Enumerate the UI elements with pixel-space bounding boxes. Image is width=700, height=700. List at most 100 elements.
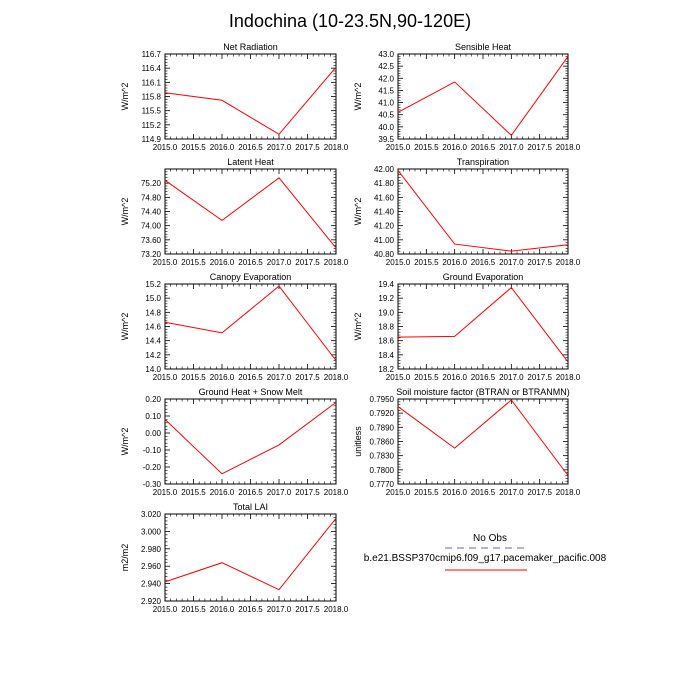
x-tick-label: 2016.0: [210, 143, 235, 152]
panel-title: Net Radiation: [223, 42, 278, 52]
x-tick-label: 2018.0: [324, 488, 349, 497]
panel-9: Total LAI m2/m2 2015.0 2015.5 2016.0 2016.5 20…: [120, 502, 349, 614]
y-tick-label: 3.000: [141, 527, 162, 536]
x-tick-label: 2015.0: [386, 488, 411, 497]
x-tick-label: 2016.5: [238, 143, 263, 152]
x-tick-label: 2017.0: [267, 488, 292, 497]
x-tick-label: 2016.0: [210, 605, 235, 614]
x-tick-label: 2015.5: [414, 488, 439, 497]
legend-model-label: b.e21.BSSP370cmip6.f09_g17.pacemaker_pac…: [364, 553, 607, 564]
y-tick-label: 42.5: [378, 62, 394, 71]
y-tick-label: 75.20: [141, 179, 162, 188]
x-tick-label: 2017.0: [267, 373, 292, 382]
legend-obs-label: No Obs: [473, 533, 507, 544]
y-tick-label: 41.20: [374, 222, 395, 231]
x-tick-label: 2018.0: [556, 373, 581, 382]
x-tick-label: 2016.0: [442, 143, 467, 152]
y-tick-label: 0.10: [145, 412, 161, 421]
y-tick-label: 2.940: [141, 580, 162, 589]
legend: No Obs b.e21.BSSP370cmip6.f09_g17.pacema…: [364, 533, 607, 571]
x-tick-label: 2015.5: [181, 143, 206, 152]
x-tick-label: 2018.0: [324, 605, 349, 614]
y-tick-label: 43.0: [378, 50, 394, 59]
y-tick-label: 40.5: [378, 111, 394, 120]
series-line: [164, 66, 337, 135]
x-tick-label: 2018.0: [324, 258, 349, 267]
y-tick-label: 41.00: [374, 236, 395, 245]
x-tick-label: 2015.0: [153, 143, 178, 152]
x-tick-label: 2017.5: [295, 373, 320, 382]
x-tick-label: 2015.0: [153, 488, 178, 497]
series-line: [164, 518, 337, 591]
panel-title: Sensible Heat: [455, 42, 512, 52]
x-tick-label: 2016.0: [210, 373, 235, 382]
y-tick-label: 19.4: [378, 280, 394, 289]
x-tick-label: 2017.0: [499, 373, 524, 382]
y-tick-label: 42.00: [374, 165, 395, 174]
x-tick-label: 2017.5: [527, 143, 552, 152]
y-tick-label: 18.6: [378, 337, 394, 346]
panel-title: Latent Heat: [227, 157, 274, 167]
y-tick-label: 2.920: [141, 597, 162, 606]
series-line: [397, 399, 569, 476]
x-tick-label: 2017.0: [267, 258, 292, 267]
x-tick-label: 2015.5: [414, 373, 439, 382]
x-tick-label: 2016.0: [442, 373, 467, 382]
x-tick-label: 2017.0: [499, 143, 524, 152]
x-tick-label: 2017.5: [295, 488, 320, 497]
x-tick-label: 2015.0: [386, 143, 411, 152]
y-tick-label: 0.7860: [370, 438, 395, 447]
y-tick-label: 116.4: [142, 64, 162, 73]
x-tick-label: 2015.5: [414, 143, 439, 152]
y-tick-label: 2.980: [141, 545, 162, 554]
panel-7: Ground Heat + Snow Melt W/m^2 2015.0 2015.5…: [120, 387, 349, 497]
x-tick-label: 2016.0: [210, 258, 235, 267]
x-tick-label: 2016.5: [238, 488, 263, 497]
x-tick-label: 2015.5: [181, 605, 206, 614]
y-tick-label: 41.60: [374, 193, 395, 202]
series-line: [164, 177, 337, 249]
panel-frame: [164, 168, 337, 255]
y-tick-label: 73.60: [141, 236, 162, 245]
x-tick-label: 2017.0: [267, 143, 292, 152]
x-tick-label: 2015.0: [386, 258, 411, 267]
x-tick-label: 2015.5: [181, 258, 206, 267]
y-tick-label: 74.40: [141, 208, 162, 217]
y-axis-label: W/m^2: [120, 83, 130, 111]
y-axis-label: unitless: [353, 426, 363, 457]
panel-frame: [397, 53, 569, 140]
x-tick-label: 2016.5: [471, 373, 496, 382]
y-tick-label: 73.20: [141, 250, 162, 259]
figure-title: Indochina (10-23.5N,90-120E): [229, 11, 471, 31]
x-tick-label: 2015.0: [153, 605, 178, 614]
series-line: [397, 56, 569, 137]
x-tick-label: 2017.5: [295, 258, 320, 267]
y-axis-label: W/m^2: [120, 198, 130, 226]
y-tick-label: -0.20: [143, 463, 162, 472]
y-tick-label: 14.0: [145, 365, 161, 374]
y-tick-label: 0.7770: [370, 480, 395, 489]
y-tick-label: 115.5: [142, 107, 162, 116]
y-tick-label: 40.80: [374, 250, 395, 259]
panel-frame: [164, 513, 337, 602]
y-tick-label: 39.5: [378, 135, 394, 144]
y-tick-label: 74.80: [141, 193, 162, 202]
y-tick-label: 15.0: [145, 294, 161, 303]
y-axis-label: W/m^2: [120, 313, 130, 341]
panel-4: Transpiration W/m^2 2015.0 2015.5 2016.0 2016…: [353, 157, 581, 267]
y-axis-label: W/m^2: [120, 428, 130, 456]
x-tick-label: 2015.5: [414, 258, 439, 267]
x-tick-label: 2017.5: [527, 488, 552, 497]
y-axis-label: W/m^2: [353, 83, 363, 111]
y-tick-label: 115.2: [142, 121, 162, 130]
y-tick-label: 0.7920: [370, 409, 395, 418]
series-line: [397, 286, 569, 363]
x-tick-label: 2017.5: [295, 143, 320, 152]
panel-1: Net Radiation W/m^2 2015.0 2015.5 2016.0 2016…: [120, 42, 349, 152]
y-tick-label: 116.7: [142, 50, 162, 59]
y-tick-label: 74.00: [141, 222, 162, 231]
y-tick-label: 41.80: [374, 179, 395, 188]
y-tick-label: 18.2: [378, 365, 394, 374]
panel-title: Soil moisture factor (BTRAN or BTRANMN): [396, 387, 570, 397]
